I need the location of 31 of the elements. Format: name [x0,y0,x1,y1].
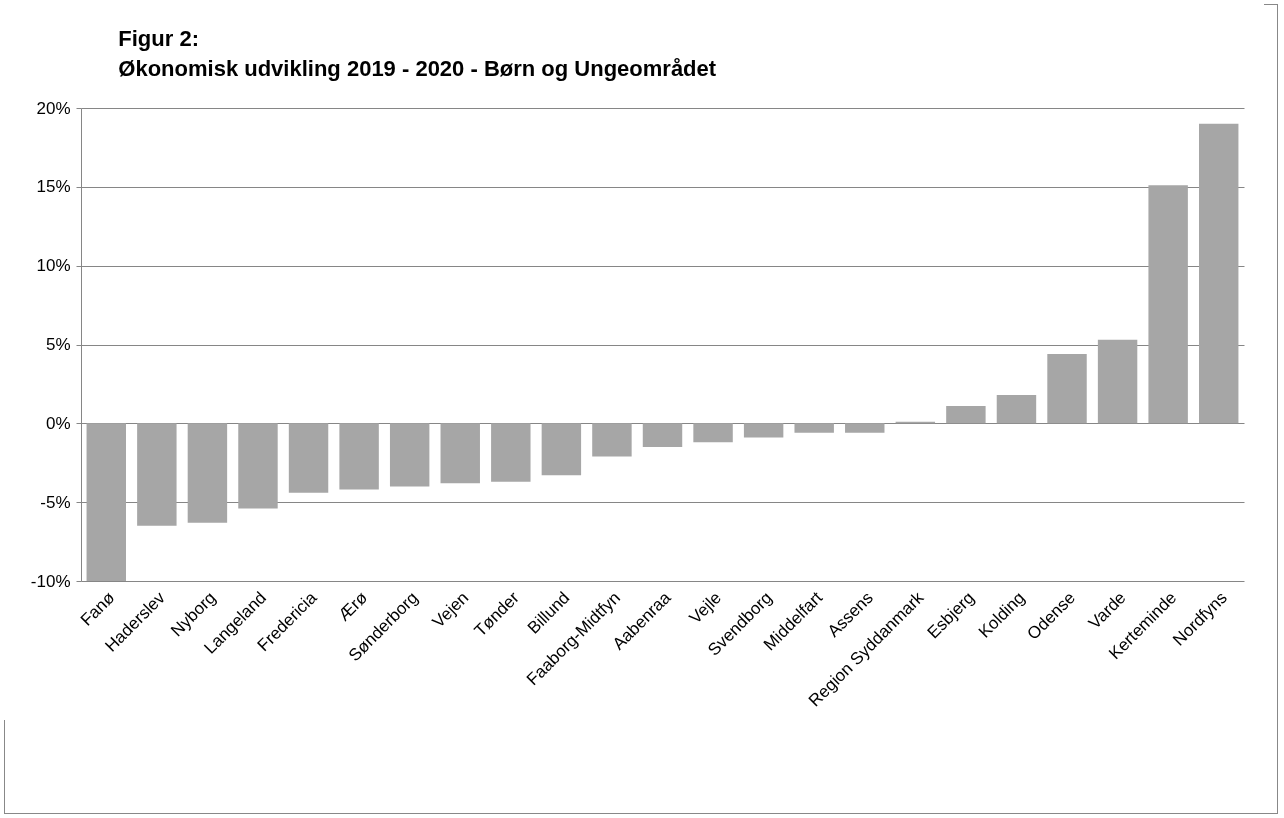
bar [288,423,329,493]
y-tick-label: -5% [40,492,71,512]
bar [238,423,278,509]
bar [86,423,126,581]
bar [339,423,379,490]
bar [1047,353,1087,424]
y-tick-label: 20% [36,98,71,118]
bar [845,423,885,433]
bar [491,423,531,482]
bar [996,394,1037,424]
bar [1199,123,1239,424]
bar [794,423,834,433]
bar [743,423,784,438]
bar [592,423,632,457]
y-tick-label: 10% [36,256,71,276]
bar [137,423,177,526]
bar [440,423,480,484]
y-tick-label: -10% [30,571,71,591]
chart-title: Figur 2: [118,26,199,51]
y-tick-label: 15% [36,177,71,197]
bar [946,405,986,424]
bar [389,423,430,487]
bar [642,423,683,447]
bar [187,423,228,523]
bar [693,423,733,443]
bar [541,423,582,476]
y-tick-label: 0% [45,413,71,433]
chart-subtitle: Økonomisk udvikling 2019 - 2020 - Børn og Ungeområdet [118,56,717,81]
bar [1148,185,1188,424]
bar [1097,339,1138,424]
y-tick-label: 5% [45,335,71,354]
